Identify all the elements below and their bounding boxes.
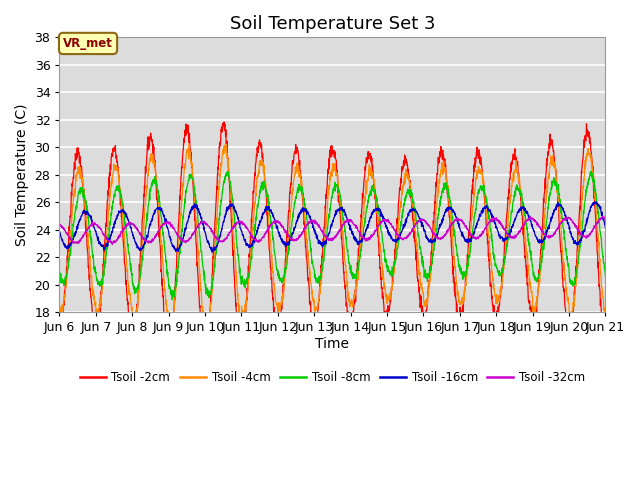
Line: Tsoil -16cm: Tsoil -16cm xyxy=(60,202,605,252)
Tsoil -32cm xyxy=(569,219,577,225)
Tsoil -32cm xyxy=(492,216,499,222)
Line: Tsoil -4cm: Tsoil -4cm xyxy=(60,144,605,334)
Tsoil -8cm xyxy=(587,168,595,174)
Tsoil -2cm xyxy=(492,314,499,320)
Tsoil -4cm xyxy=(349,304,356,310)
Tsoil -4cm xyxy=(360,201,368,206)
Tsoil -16cm xyxy=(492,220,499,226)
Tsoil -32cm xyxy=(108,241,116,247)
Tsoil -2cm xyxy=(56,320,63,325)
Tsoil -8cm xyxy=(168,297,176,303)
Tsoil -8cm xyxy=(554,184,561,190)
Tsoil -2cm xyxy=(360,174,368,180)
Tsoil -8cm xyxy=(602,274,609,279)
Tsoil -2cm xyxy=(349,318,356,324)
Tsoil -4cm xyxy=(569,308,577,314)
Tsoil -4cm xyxy=(56,303,63,309)
Tsoil -16cm xyxy=(56,229,63,235)
Tsoil -32cm xyxy=(208,228,216,234)
Tsoil -16cm xyxy=(348,230,356,236)
Tsoil -4cm xyxy=(186,141,193,147)
Line: Tsoil -8cm: Tsoil -8cm xyxy=(60,171,605,300)
Tsoil -16cm xyxy=(592,199,600,205)
X-axis label: Time: Time xyxy=(316,337,349,351)
Tsoil -16cm xyxy=(209,249,216,255)
Tsoil -2cm xyxy=(237,352,244,358)
Tsoil -2cm xyxy=(602,343,609,348)
Title: Soil Temperature Set 3: Soil Temperature Set 3 xyxy=(230,15,435,33)
Tsoil -32cm xyxy=(56,222,63,228)
Tsoil -8cm xyxy=(569,282,577,288)
Tsoil -4cm xyxy=(602,312,609,318)
Tsoil -8cm xyxy=(56,272,63,278)
Tsoil -8cm xyxy=(348,270,356,276)
Tsoil -8cm xyxy=(208,286,216,291)
Tsoil -2cm xyxy=(569,312,577,318)
Tsoil -16cm xyxy=(569,234,577,240)
Tsoil -16cm xyxy=(208,244,216,250)
Tsoil -32cm xyxy=(360,236,368,242)
Tsoil -2cm xyxy=(220,119,228,125)
Tsoil -2cm xyxy=(554,191,561,196)
Tsoil -16cm xyxy=(602,225,609,231)
Y-axis label: Soil Temperature (C): Soil Temperature (C) xyxy=(15,103,29,246)
Line: Tsoil -2cm: Tsoil -2cm xyxy=(60,122,605,355)
Tsoil -4cm xyxy=(209,283,216,288)
Tsoil -32cm xyxy=(526,214,534,219)
Tsoil -32cm xyxy=(348,219,356,225)
Tsoil -2cm xyxy=(208,289,216,295)
Tsoil -4cm xyxy=(492,293,499,299)
Tsoil -32cm xyxy=(602,215,609,221)
Text: VR_met: VR_met xyxy=(63,37,113,50)
Tsoil -16cm xyxy=(554,204,561,209)
Tsoil -8cm xyxy=(492,263,499,269)
Tsoil -16cm xyxy=(360,231,368,237)
Tsoil -32cm xyxy=(554,225,561,231)
Line: Tsoil -32cm: Tsoil -32cm xyxy=(60,216,605,244)
Tsoil -8cm xyxy=(360,224,368,229)
Legend: Tsoil -2cm, Tsoil -4cm, Tsoil -8cm, Tsoil -16cm, Tsoil -32cm: Tsoil -2cm, Tsoil -4cm, Tsoil -8cm, Tsoi… xyxy=(75,366,590,388)
Tsoil -4cm xyxy=(554,193,561,199)
Tsoil -4cm xyxy=(165,331,173,336)
